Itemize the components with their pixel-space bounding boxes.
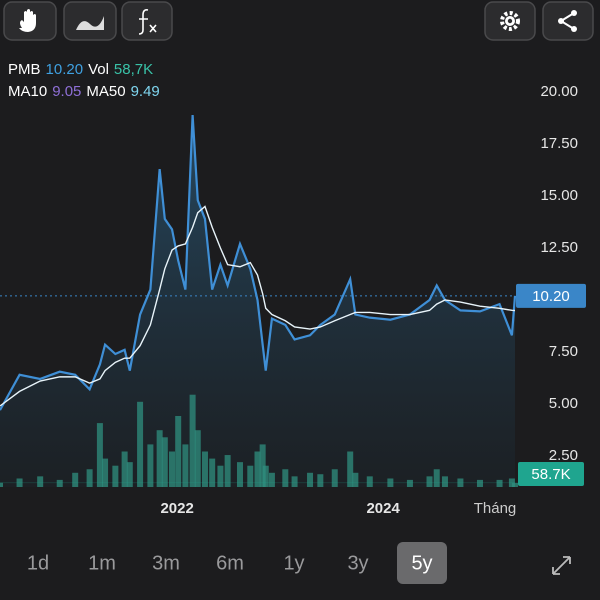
volume-bar xyxy=(56,479,63,487)
volume-bar xyxy=(366,476,373,487)
volume-bar xyxy=(209,458,216,487)
volume-bar xyxy=(224,455,231,487)
volume-bar xyxy=(259,444,266,487)
volume-bar xyxy=(182,444,189,487)
price-tag xyxy=(516,283,586,308)
volume-bar xyxy=(262,465,269,487)
wave-icon xyxy=(76,16,104,30)
legend-row: PMB 10.20 Vol 58,7K xyxy=(8,61,153,78)
tab-bar xyxy=(0,530,600,600)
tab[interactable]: 6m xyxy=(216,552,244,574)
volume-bar xyxy=(16,478,23,487)
legend-item: 58,7K xyxy=(114,61,153,78)
y-tick-label: 17.50 xyxy=(540,135,578,152)
volume-bar xyxy=(476,479,483,487)
legend-item: MA10 xyxy=(8,83,47,100)
fx-icon xyxy=(138,9,157,35)
tab[interactable]: 5y xyxy=(411,552,432,574)
tab[interactable]: 1m xyxy=(88,552,116,574)
tab[interactable]: 1y xyxy=(283,552,304,574)
volume-bar xyxy=(161,437,168,487)
indicator-button[interactable] xyxy=(121,1,173,41)
volume-bar xyxy=(0,482,3,487)
volume-bar xyxy=(96,423,103,487)
volume-bar xyxy=(102,458,109,487)
y-tick-label: 5.00 xyxy=(549,395,578,412)
x-tick-label: 2022 xyxy=(160,500,193,517)
gear-icon xyxy=(500,11,520,31)
series-line xyxy=(0,114,517,411)
volume-bar xyxy=(254,451,261,487)
volume-bar xyxy=(247,465,254,487)
volume-bar xyxy=(37,476,44,487)
legend-item: 9.05 xyxy=(52,83,81,100)
tab[interactable]: 3m xyxy=(152,552,180,574)
x-tick-label: 2024 xyxy=(366,500,400,517)
hand-icon xyxy=(19,9,36,32)
line-style-button[interactable] xyxy=(63,1,117,41)
volume-bar xyxy=(86,469,93,487)
volume-bar xyxy=(112,465,119,487)
series-line xyxy=(0,205,516,407)
volume-bar xyxy=(307,472,314,487)
volume-bar xyxy=(406,479,413,487)
volume-bar xyxy=(433,469,440,487)
volume-bar xyxy=(121,451,128,487)
price-label: 10.20 xyxy=(532,288,570,305)
volume-bar xyxy=(236,462,243,487)
volume-bar xyxy=(126,462,133,487)
legend-item: 9.49 xyxy=(131,83,160,100)
volume-tag xyxy=(518,462,584,486)
volume-bar xyxy=(457,478,464,487)
volume-bar xyxy=(426,476,433,487)
share-dot xyxy=(571,26,577,32)
legend-item: PMB xyxy=(8,61,41,78)
share-button[interactable] xyxy=(542,1,594,41)
volume-bar xyxy=(217,465,224,487)
volume-bar xyxy=(347,451,354,487)
y-tick-label: 20.00 xyxy=(540,83,578,100)
volume-bar xyxy=(137,401,144,487)
volume-bar xyxy=(72,472,79,487)
volume-bar xyxy=(282,469,289,487)
y-tick-label: 15.00 xyxy=(540,187,578,204)
legend-item: 10.20 xyxy=(46,61,84,78)
volume-bar xyxy=(387,478,394,487)
legend-row: MA10 9.05 MA50 9.49 xyxy=(8,83,160,100)
y-tick-label: 2.50 xyxy=(549,447,578,464)
tab[interactable]: 1d xyxy=(27,552,49,574)
volume-bar xyxy=(156,430,163,487)
tab[interactable]: 3y xyxy=(347,552,368,574)
volume-bar xyxy=(268,472,275,487)
legend-item: Vol xyxy=(88,61,109,78)
x-axis-label: Tháng xyxy=(474,500,517,517)
volume-bar xyxy=(201,451,208,487)
legend-item: MA50 xyxy=(86,83,125,100)
volume-label: 58.7K xyxy=(531,466,570,483)
share-dot xyxy=(558,18,564,24)
volume-bar xyxy=(331,469,338,487)
y-tick-label: 12.50 xyxy=(540,239,578,256)
volume-bar xyxy=(441,476,448,487)
plot: 2.505.007.5010.0012.5015.0017.5020.00202… xyxy=(0,83,586,517)
volume-bar xyxy=(508,478,515,487)
volume-bar xyxy=(317,474,324,487)
tab-selected-bg xyxy=(397,542,447,584)
toolbar xyxy=(3,1,594,41)
gear-hole xyxy=(507,18,513,24)
volume-bar xyxy=(147,444,154,487)
volume-bar xyxy=(189,394,196,487)
y-tick-label: 7.50 xyxy=(549,343,578,360)
share-dot xyxy=(571,10,577,16)
volume-bar xyxy=(291,476,298,487)
volume-bar xyxy=(169,451,176,487)
volume-bar xyxy=(352,472,359,487)
expand-icon[interactable] xyxy=(552,556,571,575)
volume-bar xyxy=(175,416,182,487)
volume-bar xyxy=(496,479,503,487)
volume-bar xyxy=(194,430,201,487)
volume-bar xyxy=(512,482,518,487)
